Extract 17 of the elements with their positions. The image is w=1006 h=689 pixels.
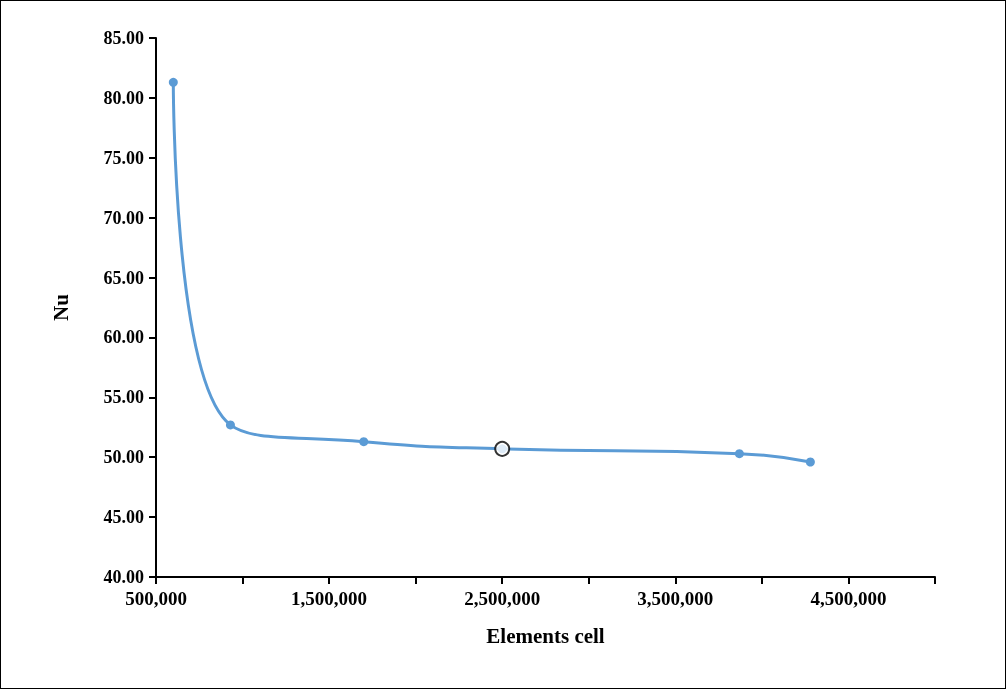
x-tick-label: 4,500,000 [810,588,887,609]
y-tick-label: 75.00 [103,147,144,168]
y-tick-label: 65.00 [103,267,144,288]
y-tick-label: 40.00 [103,567,144,587]
y-tick-label: 45.00 [103,507,144,528]
y-tick-label: 80.00 [103,87,144,108]
x-tick-label: 1,500,000 [291,588,368,609]
y-tick-label: 55.00 [103,387,144,408]
y-tick-label: 50.00 [103,447,144,468]
y-axis-title: Nu [48,293,73,321]
x-tick-label: 2,500,000 [464,588,541,609]
y-tick-label: 70.00 [103,207,144,228]
x-tick-label: 500,000 [125,588,187,609]
x-tick-label: 3,500,000 [637,588,714,609]
y-tick-label: 60.00 [103,327,144,348]
y-tick-label: 85.00 [103,28,144,48]
x-axis-title: Elements cell [486,623,605,648]
